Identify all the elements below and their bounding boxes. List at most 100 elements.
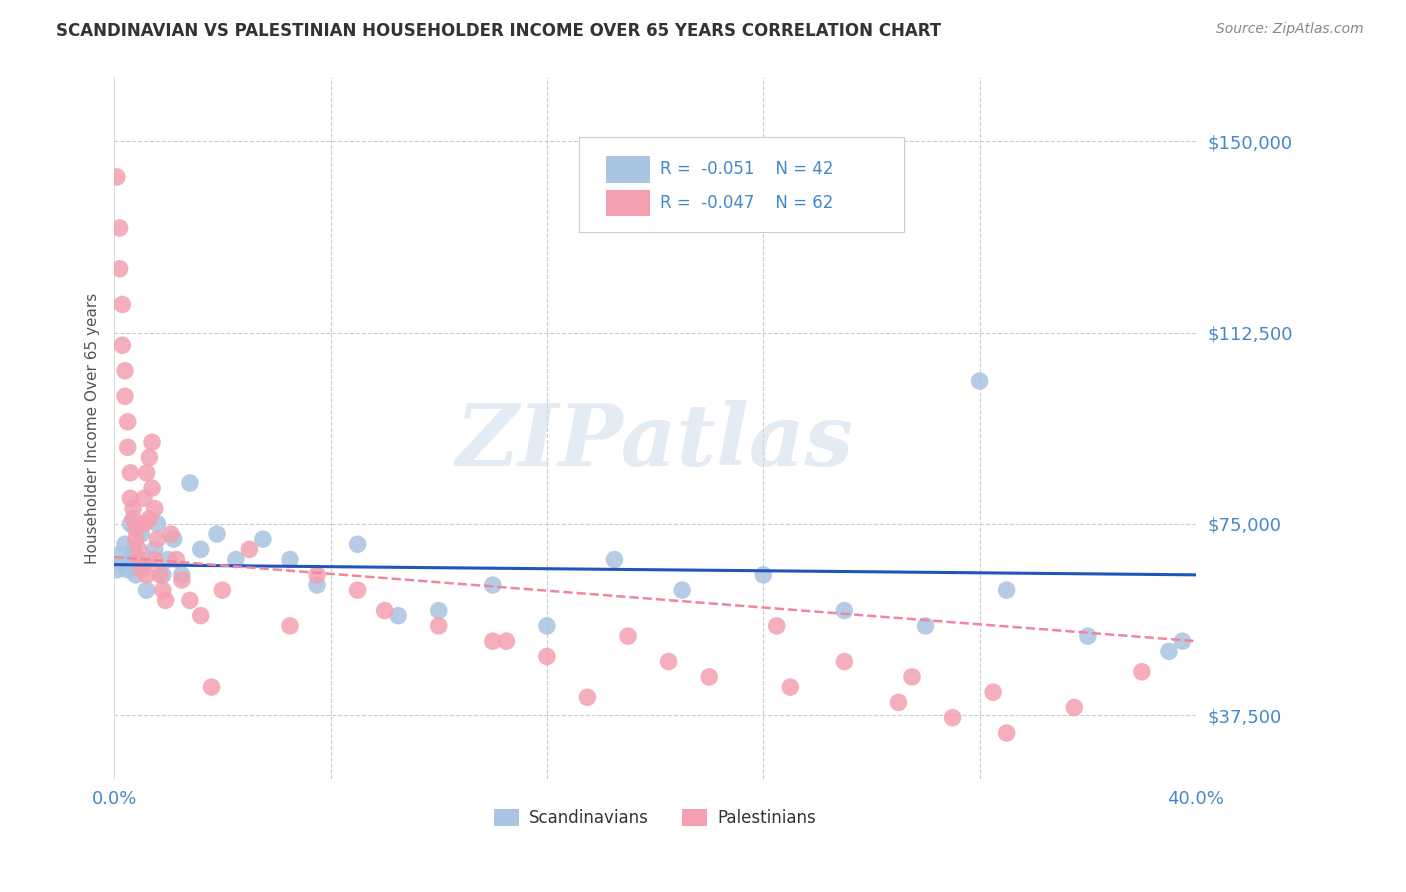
Point bbox=[125, 532, 148, 546]
Point bbox=[120, 516, 142, 531]
Point bbox=[163, 532, 186, 546]
Point bbox=[1130, 665, 1153, 679]
Point bbox=[165, 552, 187, 566]
Point bbox=[149, 567, 172, 582]
Point bbox=[482, 634, 505, 648]
Point bbox=[155, 593, 177, 607]
Point bbox=[170, 573, 193, 587]
Point bbox=[576, 690, 599, 705]
Text: SCANDINAVIAN VS PALESTINIAN HOUSEHOLDER INCOME OVER 65 YEARS CORRELATION CHART: SCANDINAVIAN VS PALESTINIAN HOUSEHOLDER … bbox=[56, 22, 942, 40]
Point bbox=[278, 552, 301, 566]
Point bbox=[901, 670, 924, 684]
Point bbox=[157, 552, 180, 566]
Point bbox=[374, 603, 396, 617]
Point bbox=[128, 542, 150, 557]
Point bbox=[536, 649, 558, 664]
Point bbox=[190, 608, 212, 623]
Point bbox=[671, 583, 693, 598]
Point bbox=[125, 567, 148, 582]
Point bbox=[536, 619, 558, 633]
Point bbox=[205, 527, 228, 541]
Point bbox=[138, 552, 160, 566]
Point bbox=[179, 476, 201, 491]
Point bbox=[111, 297, 134, 311]
Y-axis label: Householder Income Over 65 years: Householder Income Over 65 years bbox=[86, 293, 100, 564]
Point bbox=[1077, 629, 1099, 643]
Point bbox=[143, 501, 166, 516]
Point bbox=[834, 655, 856, 669]
Point bbox=[125, 522, 148, 536]
Point bbox=[105, 169, 128, 184]
Point bbox=[132, 491, 155, 506]
Point bbox=[108, 261, 131, 276]
Point bbox=[603, 552, 626, 566]
Point bbox=[117, 415, 139, 429]
Point bbox=[143, 552, 166, 566]
Point bbox=[128, 552, 150, 566]
Point bbox=[108, 548, 131, 562]
Point bbox=[132, 558, 155, 572]
Point bbox=[138, 512, 160, 526]
Point bbox=[887, 695, 910, 709]
Point bbox=[120, 466, 142, 480]
Point bbox=[114, 389, 136, 403]
Point bbox=[995, 726, 1018, 740]
Point bbox=[152, 583, 174, 598]
Point bbox=[495, 634, 517, 648]
Point bbox=[117, 563, 139, 577]
Point bbox=[238, 542, 260, 557]
Point bbox=[211, 583, 233, 598]
Point bbox=[135, 583, 157, 598]
Legend: Scandinavians, Palestinians: Scandinavians, Palestinians bbox=[488, 802, 823, 834]
Point bbox=[617, 629, 640, 643]
Point bbox=[305, 578, 328, 592]
Point bbox=[1157, 644, 1180, 658]
Point bbox=[146, 516, 169, 531]
Point bbox=[346, 537, 368, 551]
Point bbox=[120, 491, 142, 506]
Point bbox=[658, 655, 681, 669]
Point bbox=[170, 567, 193, 582]
FancyBboxPatch shape bbox=[606, 190, 650, 217]
Point bbox=[942, 711, 965, 725]
Point bbox=[108, 221, 131, 235]
Point bbox=[482, 578, 505, 592]
Point bbox=[427, 619, 450, 633]
Text: ZIPatlas: ZIPatlas bbox=[456, 401, 853, 484]
Point bbox=[1171, 634, 1194, 648]
FancyBboxPatch shape bbox=[606, 156, 650, 183]
Point bbox=[105, 563, 128, 577]
Point bbox=[160, 527, 183, 541]
Point bbox=[779, 680, 801, 694]
Point bbox=[122, 512, 145, 526]
Point bbox=[128, 552, 150, 566]
Point bbox=[914, 619, 936, 633]
FancyBboxPatch shape bbox=[579, 137, 904, 232]
Point bbox=[122, 501, 145, 516]
Point bbox=[141, 435, 163, 450]
Point bbox=[190, 542, 212, 557]
Point bbox=[122, 542, 145, 557]
Point bbox=[132, 516, 155, 531]
Point bbox=[179, 593, 201, 607]
Point bbox=[152, 567, 174, 582]
Point bbox=[305, 567, 328, 582]
Text: R =  -0.051    N = 42: R = -0.051 N = 42 bbox=[661, 161, 834, 178]
Point bbox=[969, 374, 991, 388]
Point bbox=[981, 685, 1004, 699]
Point bbox=[117, 440, 139, 454]
Point bbox=[765, 619, 787, 633]
Point bbox=[834, 603, 856, 617]
Point bbox=[135, 466, 157, 480]
Point bbox=[129, 563, 152, 577]
Point bbox=[200, 680, 222, 694]
Point bbox=[141, 481, 163, 495]
Text: Source: ZipAtlas.com: Source: ZipAtlas.com bbox=[1216, 22, 1364, 37]
Point bbox=[135, 567, 157, 582]
Text: R =  -0.047    N = 62: R = -0.047 N = 62 bbox=[661, 194, 834, 212]
Point bbox=[225, 552, 247, 566]
Point bbox=[114, 364, 136, 378]
Point bbox=[278, 619, 301, 633]
Point bbox=[146, 532, 169, 546]
Point bbox=[427, 603, 450, 617]
